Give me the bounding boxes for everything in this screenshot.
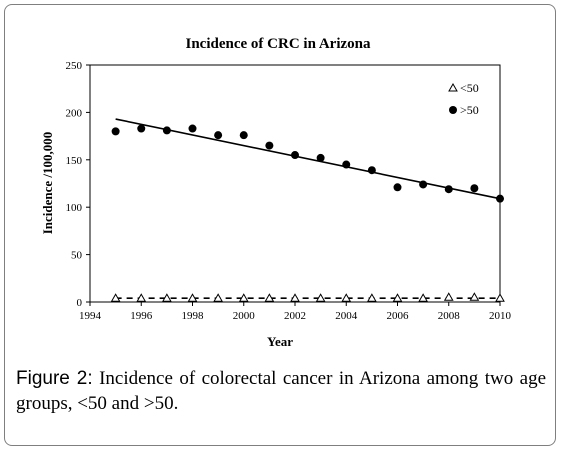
legend-label: >50 <box>460 103 479 117</box>
x-tick-label: 1998 <box>182 310 205 322</box>
chart-title: Incidence of CRC in Arizona <box>186 36 371 52</box>
data-point-over-50 <box>419 180 428 189</box>
data-point-under-50 <box>495 293 505 302</box>
data-point-under-50 <box>264 293 275 302</box>
y-tick-label: 150 <box>66 155 83 167</box>
figure-frame <box>4 4 556 446</box>
data-point-under-50 <box>469 292 480 301</box>
data-point-over-50 <box>291 151 299 160</box>
x-tick-label: 2006 <box>387 310 410 322</box>
x-tick-label: 1996 <box>130 310 153 322</box>
data-point-under-50 <box>392 293 403 302</box>
legend-marker-over-50 <box>449 106 457 114</box>
x-tick-label: 2008 <box>438 310 461 322</box>
plot-area: 1994 1996 1998 2000 2002 2004 2006 2008 2010 0 50 1… <box>66 60 512 322</box>
data-point-under-50 <box>238 293 249 302</box>
data-point-under-50 <box>418 293 428 302</box>
legend-label: <50 <box>460 81 479 95</box>
data-point-over-50 <box>188 124 197 133</box>
y-tick-label: 250 <box>66 60 83 72</box>
data-point-under-50 <box>136 293 147 302</box>
x-tick-label: 2004 <box>335 310 358 322</box>
caption-label: Figure 2: <box>16 368 93 389</box>
data-point-under-50 <box>187 293 198 302</box>
plot-border <box>89 64 501 303</box>
figure-caption: Figure 2: Incidence of colorectal cancer… <box>16 366 546 416</box>
data-point-under-50 <box>162 293 172 302</box>
data-point-under-50 <box>443 292 454 301</box>
x-tick-label: 2010 <box>489 310 512 322</box>
data-point-over-50 <box>393 183 402 192</box>
y-tick-label: 0 <box>77 297 83 309</box>
data-point-under-50 <box>110 293 121 302</box>
caption-text: Incidence of colorectal cancer in Arizon… <box>16 368 547 414</box>
legend: <50 >50 <box>448 81 479 117</box>
data-point-under-50 <box>213 293 223 302</box>
data-point-under-50 <box>315 293 326 302</box>
x-tick-label: 1994 <box>79 310 102 322</box>
data-point-over-50 <box>496 194 504 203</box>
data-point-over-50 <box>214 131 223 140</box>
legend-marker-under-50 <box>448 82 458 92</box>
x-tick-label: 2000 <box>233 310 256 322</box>
data-point-over-50 <box>470 184 479 193</box>
chart: Incidence of CRC in Arizona 1994 1996 1998… <box>40 36 512 349</box>
y-tick-label: 100 <box>66 202 83 214</box>
y-tick-label: 200 <box>66 107 83 119</box>
data-point-over-50 <box>444 185 453 194</box>
data-point-over-50 <box>137 124 146 133</box>
data-point-over-50 <box>162 126 171 135</box>
y-axis-label: Incidence /100,000 <box>40 132 55 235</box>
trendline-series-2 <box>115 118 501 200</box>
data-point-under-50 <box>367 293 377 302</box>
data-point-under-50 <box>341 293 352 302</box>
data-point-over-50 <box>316 153 325 162</box>
y-tick-label: 50 <box>71 250 83 262</box>
data-point-over-50 <box>111 127 120 136</box>
data-point-over-50 <box>265 141 274 150</box>
data-point-over-50 <box>342 160 351 169</box>
data-point-under-50 <box>290 293 300 302</box>
data-point-over-50 <box>367 166 376 175</box>
data-point-over-50 <box>239 131 248 140</box>
x-tick-label: 2002 <box>284 310 306 322</box>
x-axis-label: Year <box>267 334 293 349</box>
